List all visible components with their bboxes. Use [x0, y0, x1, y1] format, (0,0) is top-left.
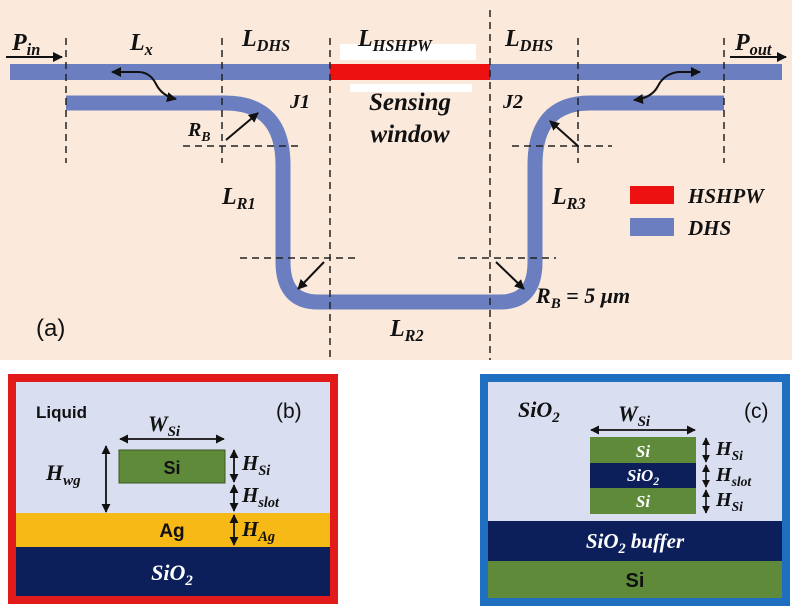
hshpw-section [330, 64, 490, 80]
legend-label-dhs: DHS [687, 216, 731, 240]
ag-layer [16, 513, 330, 547]
hag-label: HAg [241, 517, 275, 545]
si-top-layer [590, 437, 696, 463]
j2-label: J2 [502, 91, 523, 113]
rb-label: RB [187, 119, 210, 144]
legend-swatch-dhs [630, 218, 674, 236]
radius-arrow-bottom-left [297, 261, 325, 290]
legend-label-hshpw: HSHPW [687, 184, 765, 208]
si-substrate-label-c: Si [626, 570, 645, 592]
wsi-label-b: WSi [148, 411, 181, 440]
si-bottom-layer [590, 488, 696, 514]
lhshpw-label: LHSHPW [357, 26, 433, 55]
hsi-bottom-label: HSi [715, 489, 743, 514]
lr2-label: LR2 [389, 316, 424, 345]
ldhs-left-label: LDHS [241, 26, 290, 55]
radius-arrow-top-left [225, 112, 259, 141]
legend-swatch-hshpw [630, 186, 674, 204]
si-strip-b [118, 449, 226, 484]
sio2-buffer-label: SiO2 buffer [586, 529, 685, 557]
si-label-b: Si [163, 458, 180, 478]
si-bottom-label: Si [636, 492, 650, 511]
panel-a: Pin Lx LDHS LHSHPW LDHS Pout J1 J2 Sensi… [0, 0, 792, 360]
looped-waveguide [66, 95, 724, 310]
liquid-label: Liquid [36, 403, 87, 422]
panel-b: Liquid (b) WSi Hwg HSi Hslot HAg Si Ag S… [8, 374, 338, 604]
dashed-guides [65, 10, 725, 360]
ag-label: Ag [159, 521, 184, 542]
hwg-label: Hwg [45, 460, 81, 489]
rb-value-label: RB = 5 μm [535, 283, 630, 312]
wsi-label-c: WSi [618, 401, 651, 430]
radius-arrow-top-right [549, 120, 579, 147]
ldhs-right-label: LDHS [504, 26, 553, 55]
sensing-window-mask [350, 84, 472, 92]
p-in-label: Pin [11, 30, 40, 59]
sio2-slot-label: SiO2 [627, 466, 659, 488]
panel-c-label: (c) [744, 400, 769, 423]
legend: HSHPW DHS [630, 184, 765, 240]
p-out-label: Pout [734, 30, 772, 59]
si-substrate-c [488, 561, 782, 598]
panel-c: SiO2 (c) WSi Si SiO2 Si HSi Hslot HSi Si… [480, 374, 790, 606]
lr3-label: LR3 [551, 184, 586, 213]
straight-waveguide-left [10, 64, 330, 80]
hsi-top-label: HSi [715, 438, 743, 463]
panel-a-label: (a) [36, 315, 65, 342]
sio2-substrate-b [16, 547, 330, 596]
sensing-window-line2: window [370, 121, 450, 148]
lx-label: Lx [129, 30, 153, 59]
panel-b-label: (b) [276, 400, 302, 423]
hsi-label-b: HSi [241, 451, 270, 479]
sensing-window-line1: Sensing [369, 89, 451, 116]
j1-label: J1 [289, 91, 310, 113]
coupling-arrow-left [111, 67, 177, 102]
sio2-label-b: SiO2 [151, 560, 193, 589]
hslot-label-b: Hslot [241, 483, 280, 511]
radius-arrow-bottom-right [495, 261, 525, 290]
straight-waveguide-right [490, 64, 782, 80]
hshpw-label-mask [340, 44, 476, 60]
cladding-label-c: SiO2 [518, 397, 560, 426]
hslot-label-c: Hslot [715, 464, 752, 489]
lr1-label: LR1 [221, 184, 256, 213]
sio2-buffer-layer [488, 521, 782, 561]
sio2-slot-layer [590, 463, 696, 488]
si-top-label: Si [636, 442, 650, 461]
coupling-arrow-right [633, 67, 701, 104]
